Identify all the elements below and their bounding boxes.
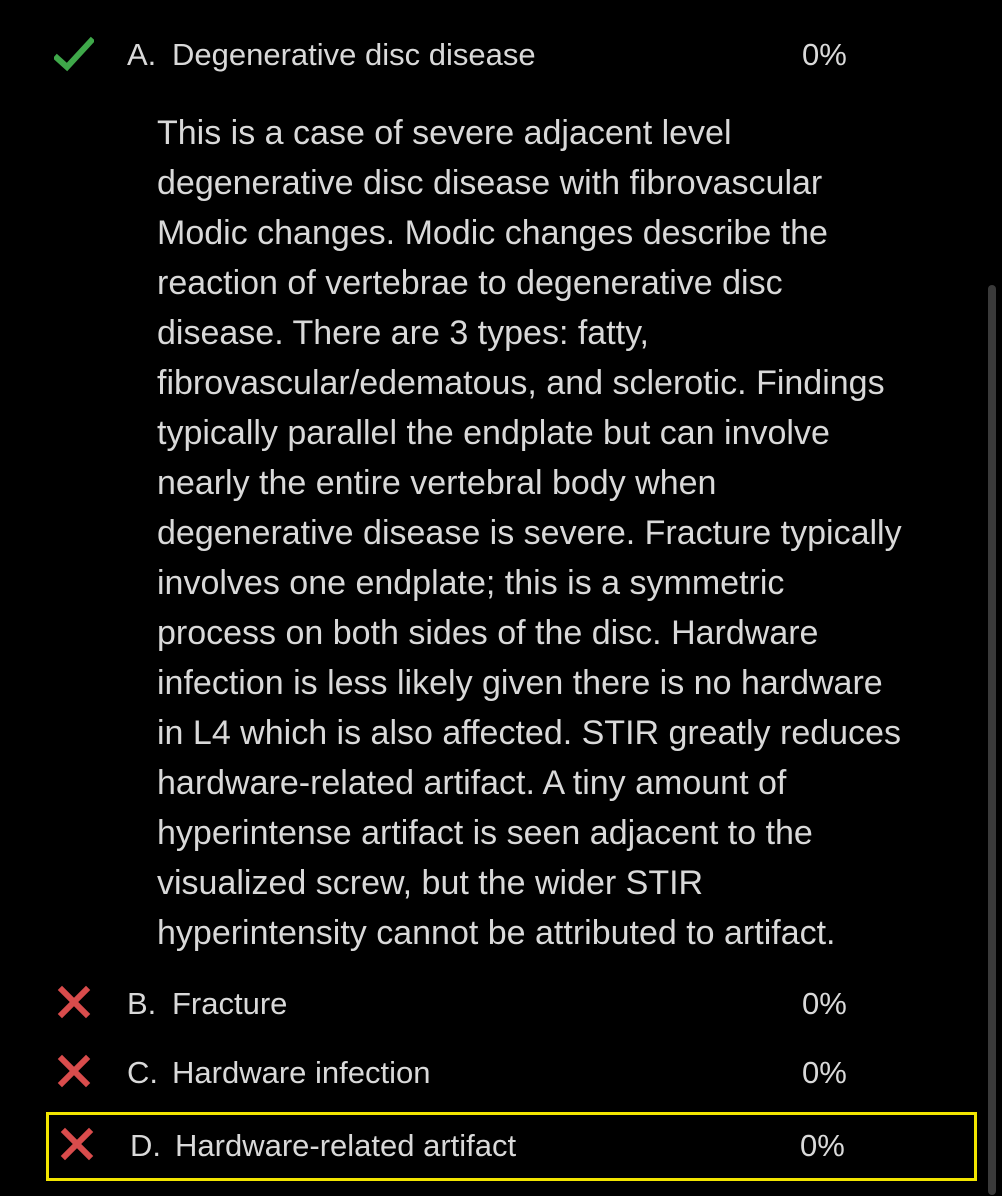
explanation-line: typically parallel the endplate but can …: [157, 414, 830, 452]
option-percent: 0%: [802, 37, 847, 72]
x-icon: [57, 1124, 97, 1164]
option-a[interactable]: A. Degenerative disc disease 0%: [0, 35, 1002, 95]
option-text: Degenerative disc disease: [172, 37, 536, 72]
explanation-line: This is a case of severe adjacent level: [157, 114, 732, 152]
explanation-line: nearly the entire vertebral body when: [157, 464, 717, 502]
option-text: Hardware infection: [172, 1055, 431, 1090]
option-text: Hardware-related artifact: [175, 1128, 517, 1163]
option-text: Fracture: [172, 986, 288, 1021]
option-d[interactable]: D. Hardware-related artifact 0%: [0, 1126, 1002, 1186]
option-letter: C.: [127, 1055, 158, 1090]
scrollbar[interactable]: [988, 285, 996, 1195]
option-c[interactable]: C. Hardware infection 0%: [0, 1053, 1002, 1113]
selected-answer-highlight: [46, 1112, 977, 1181]
explanation-line: fibrovascular/edematous, and sclerotic. …: [157, 364, 885, 402]
explanation-line: involves one endplate; this is a symmetr…: [157, 564, 785, 602]
option-percent: 0%: [800, 1128, 845, 1163]
explanation-text: This is a case of severe adjacent level …: [157, 108, 977, 958]
explanation-line: degenerative disc disease with fibrovasc…: [157, 164, 823, 202]
option-letter: D.: [130, 1128, 161, 1163]
option-percent: 0%: [802, 1055, 847, 1090]
explanation-line: reaction of vertebrae to degenerative di…: [157, 264, 783, 302]
explanation-line: infection is less likely given there is …: [157, 664, 883, 702]
explanation-line: disease. There are 3 types: fatty,: [157, 314, 650, 352]
explanation-line: visualized screw, but the wider STIR: [157, 864, 704, 902]
explanation-line: hardware-related artifact. A tiny amount…: [157, 764, 787, 802]
explanation-line: degenerative disease is severe. Fracture…: [157, 514, 902, 552]
explanation-line: Modic changes. Modic changes describe th…: [157, 214, 828, 252]
check-icon: [54, 36, 94, 76]
x-icon: [54, 1051, 94, 1091]
explanation-line: in L4 which is also affected. STIR great…: [157, 714, 901, 752]
option-percent: 0%: [802, 986, 847, 1021]
option-b[interactable]: B. Fracture 0%: [0, 984, 1002, 1044]
explanation-line: hyperintense artifact is seen adjacent t…: [157, 814, 813, 852]
x-icon: [54, 982, 94, 1022]
option-letter: B.: [127, 986, 157, 1021]
explanation-line: hyperintensity cannot be attributed to a…: [157, 914, 836, 952]
explanation-line: process on both sides of the disc. Hardw…: [157, 614, 819, 652]
option-letter: A.: [127, 37, 157, 72]
